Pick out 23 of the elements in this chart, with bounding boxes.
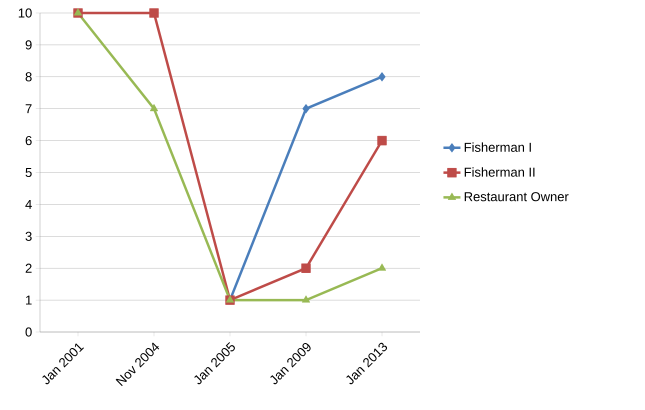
point [301, 263, 311, 273]
y-tick-label: 4 [25, 200, 32, 209]
point [150, 104, 158, 112]
legend-label: Fisherman II [464, 167, 534, 177]
y-tick-label: 3 [26, 232, 32, 241]
legend-label: Fisherman I [464, 142, 531, 152]
point [149, 8, 159, 18]
y-tick-label: 8 [26, 72, 32, 82]
point [378, 263, 386, 271]
point [74, 8, 82, 16]
y-tick-label: 5 [26, 168, 32, 178]
legend-label: Restaurant Owner [464, 192, 569, 202]
y-tick-label: 2 [26, 264, 32, 273]
y-tick-label: 0 [26, 327, 32, 337]
point [378, 72, 386, 82]
y-tick-label: 9 [26, 40, 32, 50]
point [302, 104, 310, 114]
point [302, 295, 310, 303]
y-tick-label: 7 [26, 104, 32, 114]
y-tick-label: 1 [26, 296, 32, 305]
y-tick-label: 10 [18, 8, 32, 18]
y-tick-label: 6 [26, 136, 32, 146]
point [377, 136, 387, 146]
